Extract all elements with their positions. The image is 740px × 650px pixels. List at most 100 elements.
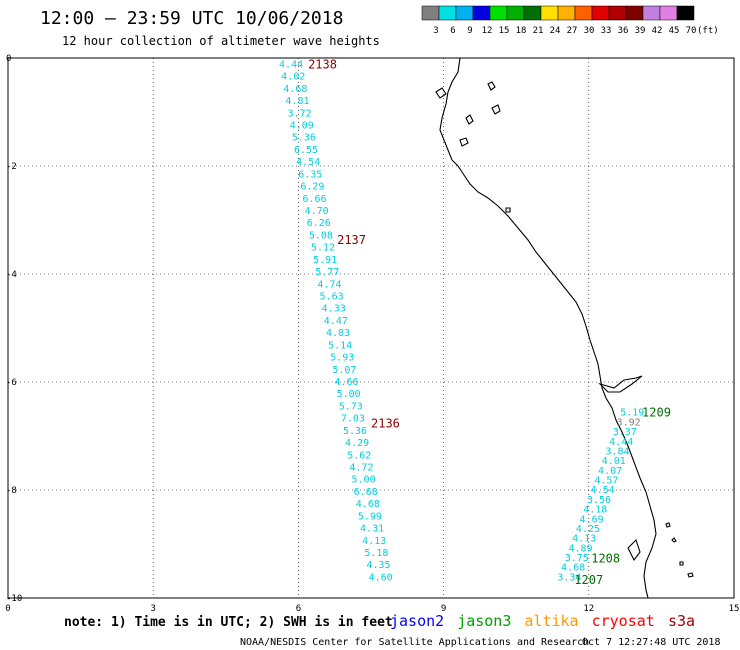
coastline	[439, 57, 657, 599]
colorbar-label: 30	[584, 26, 595, 36]
pass-number-label: 1209	[642, 406, 671, 420]
swh-value-label: 4.72	[349, 462, 373, 473]
bay-feature	[598, 375, 643, 393]
swh-value-label: 6.66	[302, 194, 326, 205]
swh-value-label: 4.60	[369, 572, 393, 583]
swh-value-label: 4.35	[366, 560, 390, 571]
colorbar-swatch	[574, 5, 593, 21]
swh-value-label: 5.36	[292, 133, 316, 144]
chart-title: 12:00 – 23:59 UTC 10/06/2018	[40, 8, 343, 29]
footer-note: note: 1) Time is in UTC; 2) SWH is in fe…	[64, 615, 393, 630]
island-8	[671, 537, 677, 543]
colorbar-swatch	[591, 5, 610, 21]
pass-number-label: 2136	[371, 417, 400, 431]
swh-value-label: 5.08	[309, 230, 333, 241]
island-2	[487, 81, 496, 91]
colorbar-swatch	[421, 5, 440, 21]
plot-frame	[7, 57, 735, 599]
swh-value-label: 5.36	[343, 426, 367, 437]
y-tick-label: -4	[6, 270, 17, 280]
swh-value-label: 5.77	[315, 267, 339, 278]
colorbar-label: 18	[516, 26, 527, 36]
swh-value-label: 5.00	[352, 475, 376, 486]
mission-label: altika	[524, 612, 578, 630]
colorbar-swatch	[608, 5, 627, 21]
island-6	[505, 207, 511, 213]
swh-value-label: 4.68	[283, 84, 307, 95]
swh-value-label: 4.66	[334, 377, 358, 388]
swh-value-label: 5.14	[328, 340, 352, 351]
swh-value-label: 3.56	[587, 495, 611, 506]
colorbar-label: 12	[482, 26, 493, 36]
swh-value-label: 5.91	[313, 255, 337, 266]
colorbar-swatch	[676, 5, 695, 21]
swh-value-label: 4.54	[296, 157, 320, 168]
footer-credit: NOAA/NESDIS Center for Satellite Applica…	[240, 637, 589, 648]
swh-value-label: 4.89	[568, 543, 592, 554]
swh-value-label: 6.55	[294, 145, 318, 156]
swh-value-label: 4.07	[598, 466, 622, 477]
colorbar-swatch	[642, 5, 661, 21]
swh-value-label: 4.68	[356, 499, 380, 510]
colorbar-swatch	[472, 5, 491, 21]
swh-value-label: 4.33	[322, 304, 346, 315]
colorbar-swatch	[506, 5, 525, 21]
swh-value-label: 4.47	[324, 316, 348, 327]
swh-value-label: 4.01	[602, 456, 626, 467]
plot-area: 0 3 6 9 12 150-2-4-6-8-10 4.444.024.684.813.7…	[5, 54, 739, 614]
swh-value-label: 4.31	[360, 524, 384, 535]
colorbar-label: 36	[618, 26, 629, 36]
swh-value-label: 5.19	[620, 408, 644, 419]
colorbar-label: 27	[567, 26, 578, 36]
swh-value-label: 6.35	[298, 169, 322, 180]
swh-value-label: 5.12	[311, 243, 335, 254]
swh-value-label: 4.13	[572, 534, 596, 545]
x-tick-label: 0	[5, 604, 10, 614]
pass-number-label: 2138	[308, 57, 337, 71]
swh-value-label: 4.54	[591, 485, 615, 496]
colorbar-swatch	[523, 5, 542, 21]
colorbar-swatch	[540, 5, 559, 21]
swh-value-label: 4.09	[290, 120, 314, 131]
swh-value-label: 5.62	[347, 450, 371, 461]
footer-timestamp: Oct 7 12:27:48 UTC 2018	[582, 637, 720, 648]
swh-value-label: 5.18	[364, 548, 388, 559]
y-tick-label: -10	[6, 594, 22, 604]
mission-legend: jason2 jason3 altika cryosat s3a	[390, 612, 695, 630]
peninsula	[627, 538, 641, 562]
y-tick-label: -8	[6, 486, 17, 496]
colorbar-swatch	[438, 5, 457, 21]
swh-value-label: 4.44	[279, 59, 303, 70]
swh-value-label: 4.25	[576, 524, 600, 535]
swh-value-label: 5.00	[337, 389, 361, 400]
swh-value-label: 5.07	[332, 365, 356, 376]
swh-value-label: 3.92	[617, 417, 641, 428]
pass-number-label: 1207	[574, 573, 603, 587]
axis-ticks: 0 3 6 9 12 15 0 -2 -4 -6 -8 -10	[5, 54, 739, 614]
x-tick-label: 9	[441, 604, 446, 614]
swh-value-label: 4.57	[594, 476, 618, 487]
island-4	[465, 114, 474, 125]
x-tick-label: 15	[729, 604, 740, 614]
x-tick-label: 6	[296, 604, 301, 614]
island-5	[459, 137, 469, 147]
colorbar-label: 33	[601, 26, 612, 36]
grid-lines	[8, 58, 734, 598]
swh-value-label: 6.26	[307, 218, 331, 229]
colorbar-label: 39	[635, 26, 646, 36]
mission-label: cryosat	[592, 612, 655, 630]
colorbar-unit: (ft)	[697, 26, 719, 36]
y-tick-label: 0	[6, 54, 11, 64]
swh-value-label: 5.73	[339, 401, 363, 412]
colorbar-swatch	[557, 5, 576, 21]
swh-value-label: 4.69	[580, 514, 604, 525]
swh-value-label: 4.02	[281, 72, 305, 83]
mission-label: jason3	[457, 612, 511, 630]
mission-label: jason2	[390, 612, 444, 630]
chart-subtitle: 12 hour collection of altimeter wave hei…	[62, 34, 380, 48]
swh-value-label: 3.75	[565, 553, 589, 564]
colorbar-label: 15	[499, 26, 510, 36]
swh-value-label: 4.68	[561, 563, 585, 574]
colorbar-label: 45	[669, 26, 680, 36]
